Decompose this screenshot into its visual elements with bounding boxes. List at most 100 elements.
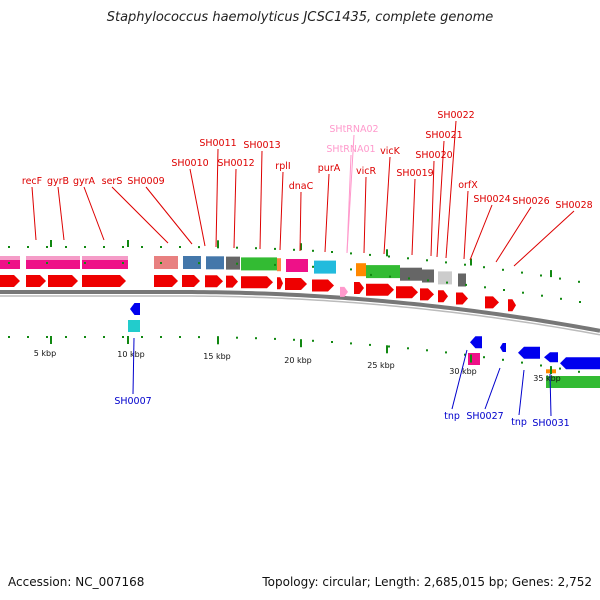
leader-line — [445, 120, 457, 259]
gene-label: tnp — [444, 411, 460, 422]
accession-text: Accession: NC_007168 — [8, 575, 145, 589]
gene-label: SH0010 — [171, 158, 208, 169]
forward-gene-arrow — [48, 275, 78, 287]
cog-block-highlight — [0, 256, 20, 260]
leader-line — [430, 160, 435, 257]
map-title: Staphylococcus haemolyticus JCSC1435, co… — [106, 10, 494, 25]
lower-tick — [521, 361, 523, 364]
leader-line — [451, 349, 468, 410]
leader-line — [549, 373, 552, 417]
lower-tick — [388, 345, 390, 348]
upper-tick — [198, 246, 200, 249]
forward-gene-arrow — [241, 276, 273, 289]
gene-label: SH0022 — [437, 110, 474, 121]
gene-label: vicK — [380, 146, 400, 157]
cog-block — [154, 256, 178, 269]
upper-tick — [464, 263, 466, 266]
gene-label: serS — [102, 176, 123, 187]
forward-gene-arrow — [420, 288, 434, 301]
leader-line — [83, 186, 105, 241]
lower-tick — [483, 356, 485, 359]
leader-line — [363, 176, 367, 254]
forward-gene-arrow — [226, 275, 238, 288]
tick-layer — [8, 240, 581, 375]
upper-tick — [350, 252, 352, 255]
genome-summary: Topology: circular; Length: 2,685,015 bp… — [262, 575, 592, 589]
gene-label: gyrA — [73, 176, 96, 187]
cog-block — [226, 256, 240, 270]
upper-tick — [522, 291, 524, 294]
leader-line — [383, 156, 391, 255]
major-tick — [217, 336, 219, 345]
gene-label: SHtRNA02 — [329, 124, 378, 135]
gene-label: vicR — [356, 166, 376, 177]
reverse-gene-arrow — [130, 303, 140, 315]
major-tick — [217, 240, 219, 248]
cog-block — [468, 353, 480, 365]
lower-tick — [27, 336, 29, 338]
lower-tick — [274, 337, 276, 340]
leader-line — [495, 206, 532, 263]
gene-label: recF — [22, 176, 42, 187]
label-layer: 5 kbp 10 kbp 15 kbp 20 kbp 25 kbp 30 kbp 35 kb… — [22, 110, 593, 429]
upper-tick — [312, 265, 314, 268]
cog-block — [546, 376, 600, 388]
gene-label: SH0024 — [473, 194, 510, 205]
lower-tick — [464, 353, 466, 356]
upper-tick — [407, 257, 409, 260]
upper-tick — [389, 275, 391, 278]
gene-label: purA — [318, 163, 341, 174]
gene-label: SH0031 — [532, 418, 569, 429]
upper-tick — [198, 262, 200, 265]
cog-block — [438, 271, 452, 285]
upper-tick — [122, 246, 124, 248]
cog-block — [366, 265, 400, 279]
lower-tick — [578, 370, 580, 373]
lower-tick — [350, 342, 352, 345]
reverse-gene-arrow — [518, 346, 540, 359]
backbone-outer — [0, 290, 600, 333]
lower-tick — [369, 343, 371, 346]
upper-tick — [484, 286, 486, 289]
cog-block — [183, 256, 201, 269]
gene-label: SH0021 — [425, 130, 462, 141]
lower-tick — [103, 336, 105, 338]
cog-block — [286, 259, 308, 272]
upper-tick — [540, 274, 542, 277]
upper-tick — [408, 277, 410, 280]
upper-tick — [103, 246, 105, 248]
upper-tick — [370, 273, 372, 276]
upper-tick — [160, 246, 162, 248]
leader-line — [233, 168, 237, 249]
leader-line — [259, 150, 263, 250]
upper-tick — [502, 268, 504, 271]
backbone-layer — [0, 290, 600, 336]
forward-gene-arrow — [182, 275, 200, 287]
lower-tick — [312, 339, 314, 342]
lower-tick — [65, 336, 67, 338]
major-tick — [300, 339, 302, 348]
reverse-gene-arrow — [544, 352, 558, 363]
upper-tick — [559, 277, 561, 280]
reverse-gene-arrow — [560, 357, 600, 370]
scale-label: 35 kbp — [533, 374, 561, 383]
cog-block — [458, 273, 466, 287]
forward-gene-arrow — [438, 290, 448, 303]
lower-tick — [445, 351, 447, 354]
gene-label: SH0019 — [396, 168, 433, 179]
forward-gene-arrow — [456, 292, 468, 305]
upper-tick — [560, 297, 562, 300]
leader-line — [279, 171, 284, 251]
reverse-gene-arrow — [470, 336, 482, 349]
forward-gene-arrow — [366, 283, 394, 296]
upper-tick — [465, 283, 467, 286]
upper-tick — [274, 263, 276, 266]
upper-tick — [446, 281, 448, 284]
lower-tick — [198, 336, 200, 339]
leader-line — [215, 148, 219, 248]
major-tick — [50, 336, 52, 344]
leader-line — [57, 186, 65, 241]
gene-label: SH0027 — [466, 411, 503, 422]
scale-label: 25 kbp — [367, 361, 395, 370]
